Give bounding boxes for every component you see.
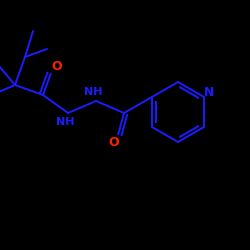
Text: N: N — [204, 86, 214, 100]
Text: O: O — [52, 60, 62, 72]
Text: O: O — [109, 136, 119, 148]
Text: NH: NH — [84, 87, 102, 97]
Text: NH: NH — [56, 117, 74, 127]
